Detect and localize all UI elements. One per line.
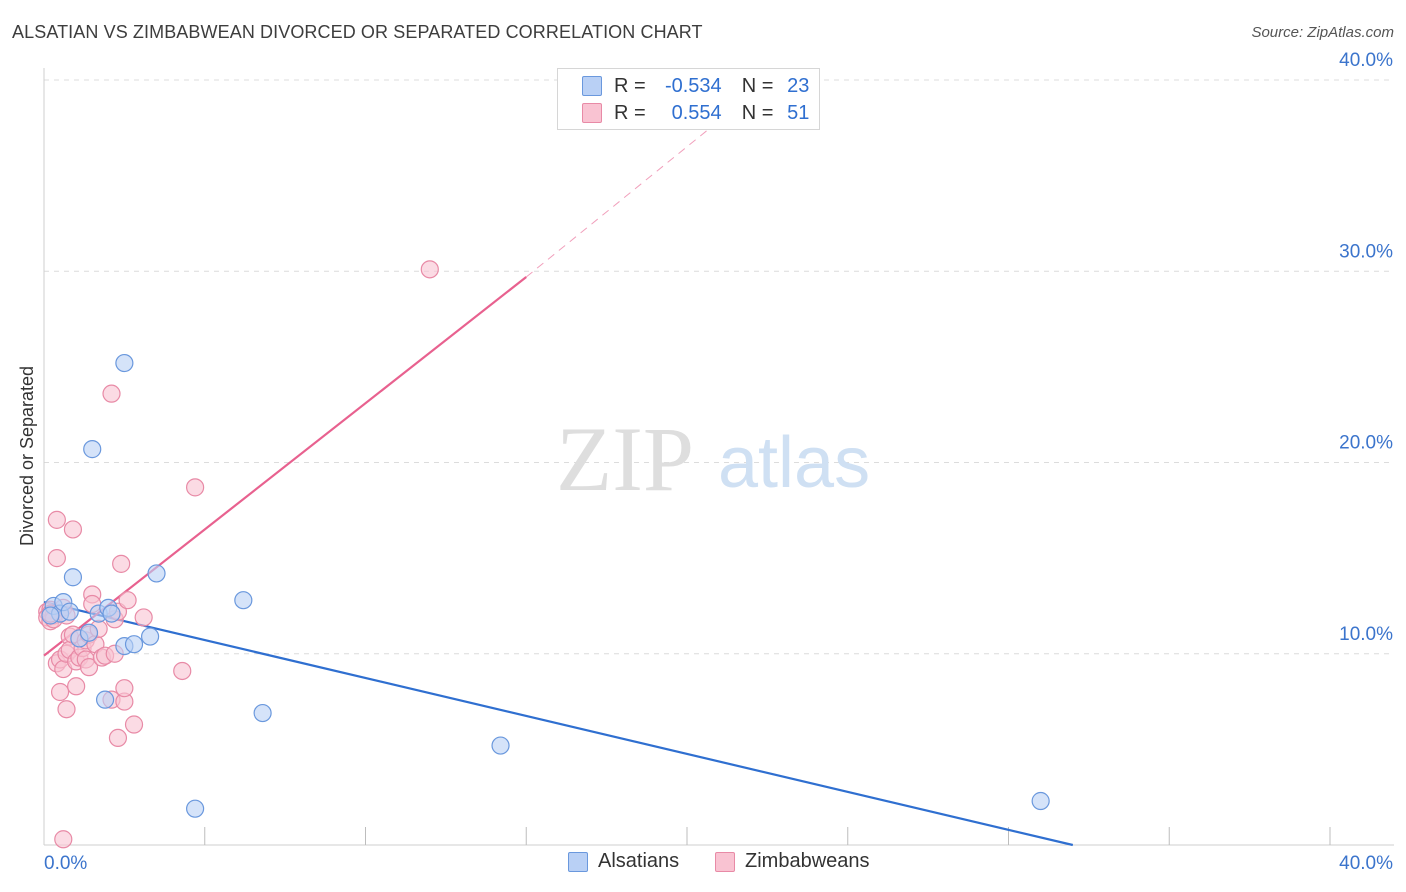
alsatians-legend-swatch xyxy=(568,851,588,872)
zimbabweans-trend-line xyxy=(43,276,527,657)
series-legend: Alsatians Zimbabweans xyxy=(0,850,1406,876)
y-tick-label: 30.0% xyxy=(1339,241,1393,262)
zimbabweans-point xyxy=(420,260,439,279)
legend-n-label: N = xyxy=(741,101,774,124)
zimbabweans-point xyxy=(112,554,131,573)
alsatians-point xyxy=(147,564,166,583)
legend-row-alsatians: R = -0.534 N = 23 xyxy=(582,74,809,98)
x-tick-label: 0.0% xyxy=(44,853,87,874)
chart-title: ALSATIAN VS ZIMBABWEAN DIVORCED OR SEPAR… xyxy=(12,22,703,42)
zimbabweans-point xyxy=(108,728,128,748)
grid-layer xyxy=(44,79,1394,655)
zimbabweans-point xyxy=(50,682,70,702)
y-axis-label: Divorced or Separated xyxy=(17,366,37,546)
alsatians-point xyxy=(124,635,144,654)
source-label: Source: ZipAtlas.com xyxy=(1251,24,1394,41)
alsatians-swatch xyxy=(582,76,602,96)
zimbabweans-n-value: 51 xyxy=(787,101,810,124)
alsatians-point xyxy=(1031,791,1050,811)
alsatians-legend-label: Alsatians xyxy=(598,850,680,872)
zimbabweans-point xyxy=(79,658,99,677)
zimbabweans-swatch xyxy=(582,103,602,123)
legend-item-alsatians[interactable]: Alsatians xyxy=(568,850,679,873)
zimbabweans-r-value: 0.554 xyxy=(671,101,722,124)
zimbabweans-point xyxy=(47,549,66,568)
legend-n-label: N = xyxy=(741,74,774,97)
alsatians-point xyxy=(79,623,99,642)
alsatians-point xyxy=(115,353,134,373)
zimbabweans-point xyxy=(124,715,144,734)
stats-legend: R = -0.534 N = 23 R = 0.554 N = 51 xyxy=(557,68,820,130)
alsatians-point xyxy=(102,604,121,623)
alsatians-point xyxy=(140,627,160,646)
zimbabweans-point xyxy=(54,830,73,849)
zimbabweans-legend-label: Zimbabweans xyxy=(745,850,870,872)
alsatians-point xyxy=(63,568,83,587)
watermark: ZIP atlas xyxy=(556,408,870,510)
alsatians-point xyxy=(491,736,510,755)
watermark-zip: ZIP xyxy=(556,408,694,510)
zimbabweans-point xyxy=(173,661,192,681)
axis-layer: 10.0% 20.0% 30.0% 40.0% 0.0% 40.0% xyxy=(43,50,1394,874)
alsatians-point xyxy=(83,440,102,459)
point-layer xyxy=(38,260,1050,849)
alsatians-point xyxy=(253,703,272,723)
y-tick-label: 10.0% xyxy=(1339,624,1393,645)
watermark-atlas: atlas xyxy=(718,423,870,503)
legend-item-zimbabweans[interactable]: Zimbabweans xyxy=(715,850,870,873)
zimbabweans-point xyxy=(118,591,137,610)
zimbabweans-point xyxy=(115,679,134,698)
zimbabweans-point xyxy=(134,608,153,627)
alsatians-point xyxy=(186,799,205,818)
zimbabweans-point xyxy=(67,677,86,696)
x-tick-label: 40.0% xyxy=(1339,853,1393,874)
legend-r-label: R = xyxy=(614,74,646,97)
zimbabweans-point xyxy=(47,510,66,529)
alsatians-point xyxy=(41,606,60,625)
alsatians-n-value: 23 xyxy=(787,74,810,97)
zimbabweans-point xyxy=(186,478,205,497)
alsatians-point xyxy=(234,591,253,610)
legend-row-zimbabweans: R = 0.554 N = 51 xyxy=(582,101,809,125)
y-tick-label: 40.0% xyxy=(1339,50,1393,71)
y-tick-label: 20.0% xyxy=(1339,433,1393,454)
zimbabweans-trend-extension xyxy=(525,125,714,278)
alsatians-r-value: -0.534 xyxy=(664,74,722,97)
alsatians-point xyxy=(95,690,115,709)
alsatians-trend-line xyxy=(43,601,1074,847)
zimbabweans-point xyxy=(57,700,76,719)
zimbabweans-point xyxy=(63,520,83,539)
alsatians-point xyxy=(60,602,79,621)
zimbabweans-point xyxy=(102,384,121,403)
zimbabweans-legend-swatch xyxy=(715,851,735,872)
legend-r-label: R = xyxy=(614,101,646,124)
